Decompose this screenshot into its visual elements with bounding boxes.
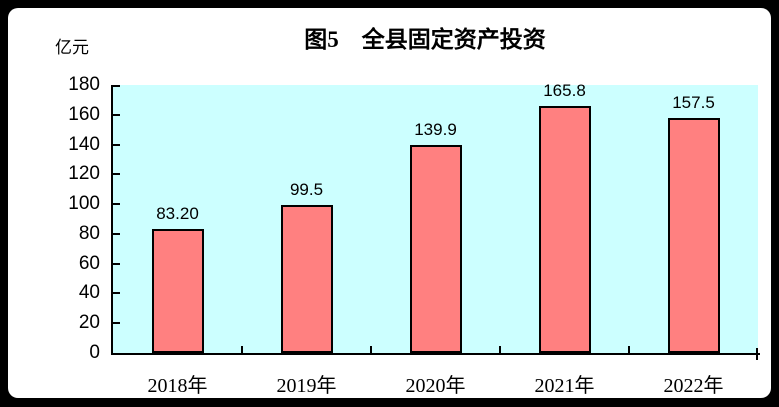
y-axis-tick-label: 100 [68, 193, 100, 215]
bar-value-label: 83.20 [156, 204, 199, 223]
x-axis-category-label: 2018年 [147, 375, 208, 397]
x-axis-category-label: 2022年 [663, 375, 724, 397]
y-axis-tick-label: 0 [89, 342, 100, 363]
y-axis-tick [113, 143, 120, 146]
x-axis-tick [241, 346, 243, 353]
x-axis-tick [499, 346, 501, 353]
x-axis-end-tick [756, 348, 758, 360]
y-axis-unit-label: 亿元 [55, 38, 89, 57]
x-axis-category-label: 2020年 [405, 375, 466, 397]
y-axis-tick [113, 113, 120, 116]
bar-2018年 [151, 229, 204, 353]
x-axis-line [111, 353, 760, 355]
bar-value-label: 99.5 [289, 180, 324, 199]
y-axis-tick [113, 173, 120, 176]
bar-2019年 [280, 205, 333, 353]
y-axis-line [111, 85, 113, 355]
y-axis-tick-label: 20 [78, 312, 100, 334]
y-axis-tick [113, 262, 120, 265]
bar-2022年 [667, 118, 720, 353]
y-axis-tick-label: 40 [78, 282, 100, 304]
chart-page: 图5 全县固定资产投资 亿元 0 20 40 60 80 100 120 140 160 180 8… [8, 8, 771, 398]
bar-value-label: 165.8 [543, 81, 586, 100]
x-axis-category-label: 2021年 [534, 375, 595, 397]
y-axis-tick-label: 80 [78, 222, 100, 244]
y-axis-tick [113, 292, 120, 295]
y-axis-tick-label: 140 [68, 133, 100, 155]
x-axis-category-label: 2019年 [276, 375, 337, 397]
y-axis-tick-label: 180 [68, 74, 100, 95]
bar-value-label: 157.5 [672, 93, 715, 112]
bar-2020年 [409, 145, 462, 353]
y-axis-tick [113, 203, 120, 206]
y-axis-tick [113, 232, 120, 235]
y-axis-tick-label: 120 [68, 163, 100, 185]
y-axis-tick [113, 85, 120, 87]
chart-title: 图5 全县固定资产投资 [304, 27, 546, 52]
y-axis-tick-label: 160 [68, 103, 100, 125]
y-axis-tick [113, 322, 120, 325]
y-axis-tick-label: 60 [78, 252, 100, 274]
x-axis-tick [628, 346, 630, 353]
bar-2021年 [538, 106, 591, 353]
bar-value-label: 139.9 [414, 120, 457, 139]
x-axis-tick [370, 346, 372, 353]
